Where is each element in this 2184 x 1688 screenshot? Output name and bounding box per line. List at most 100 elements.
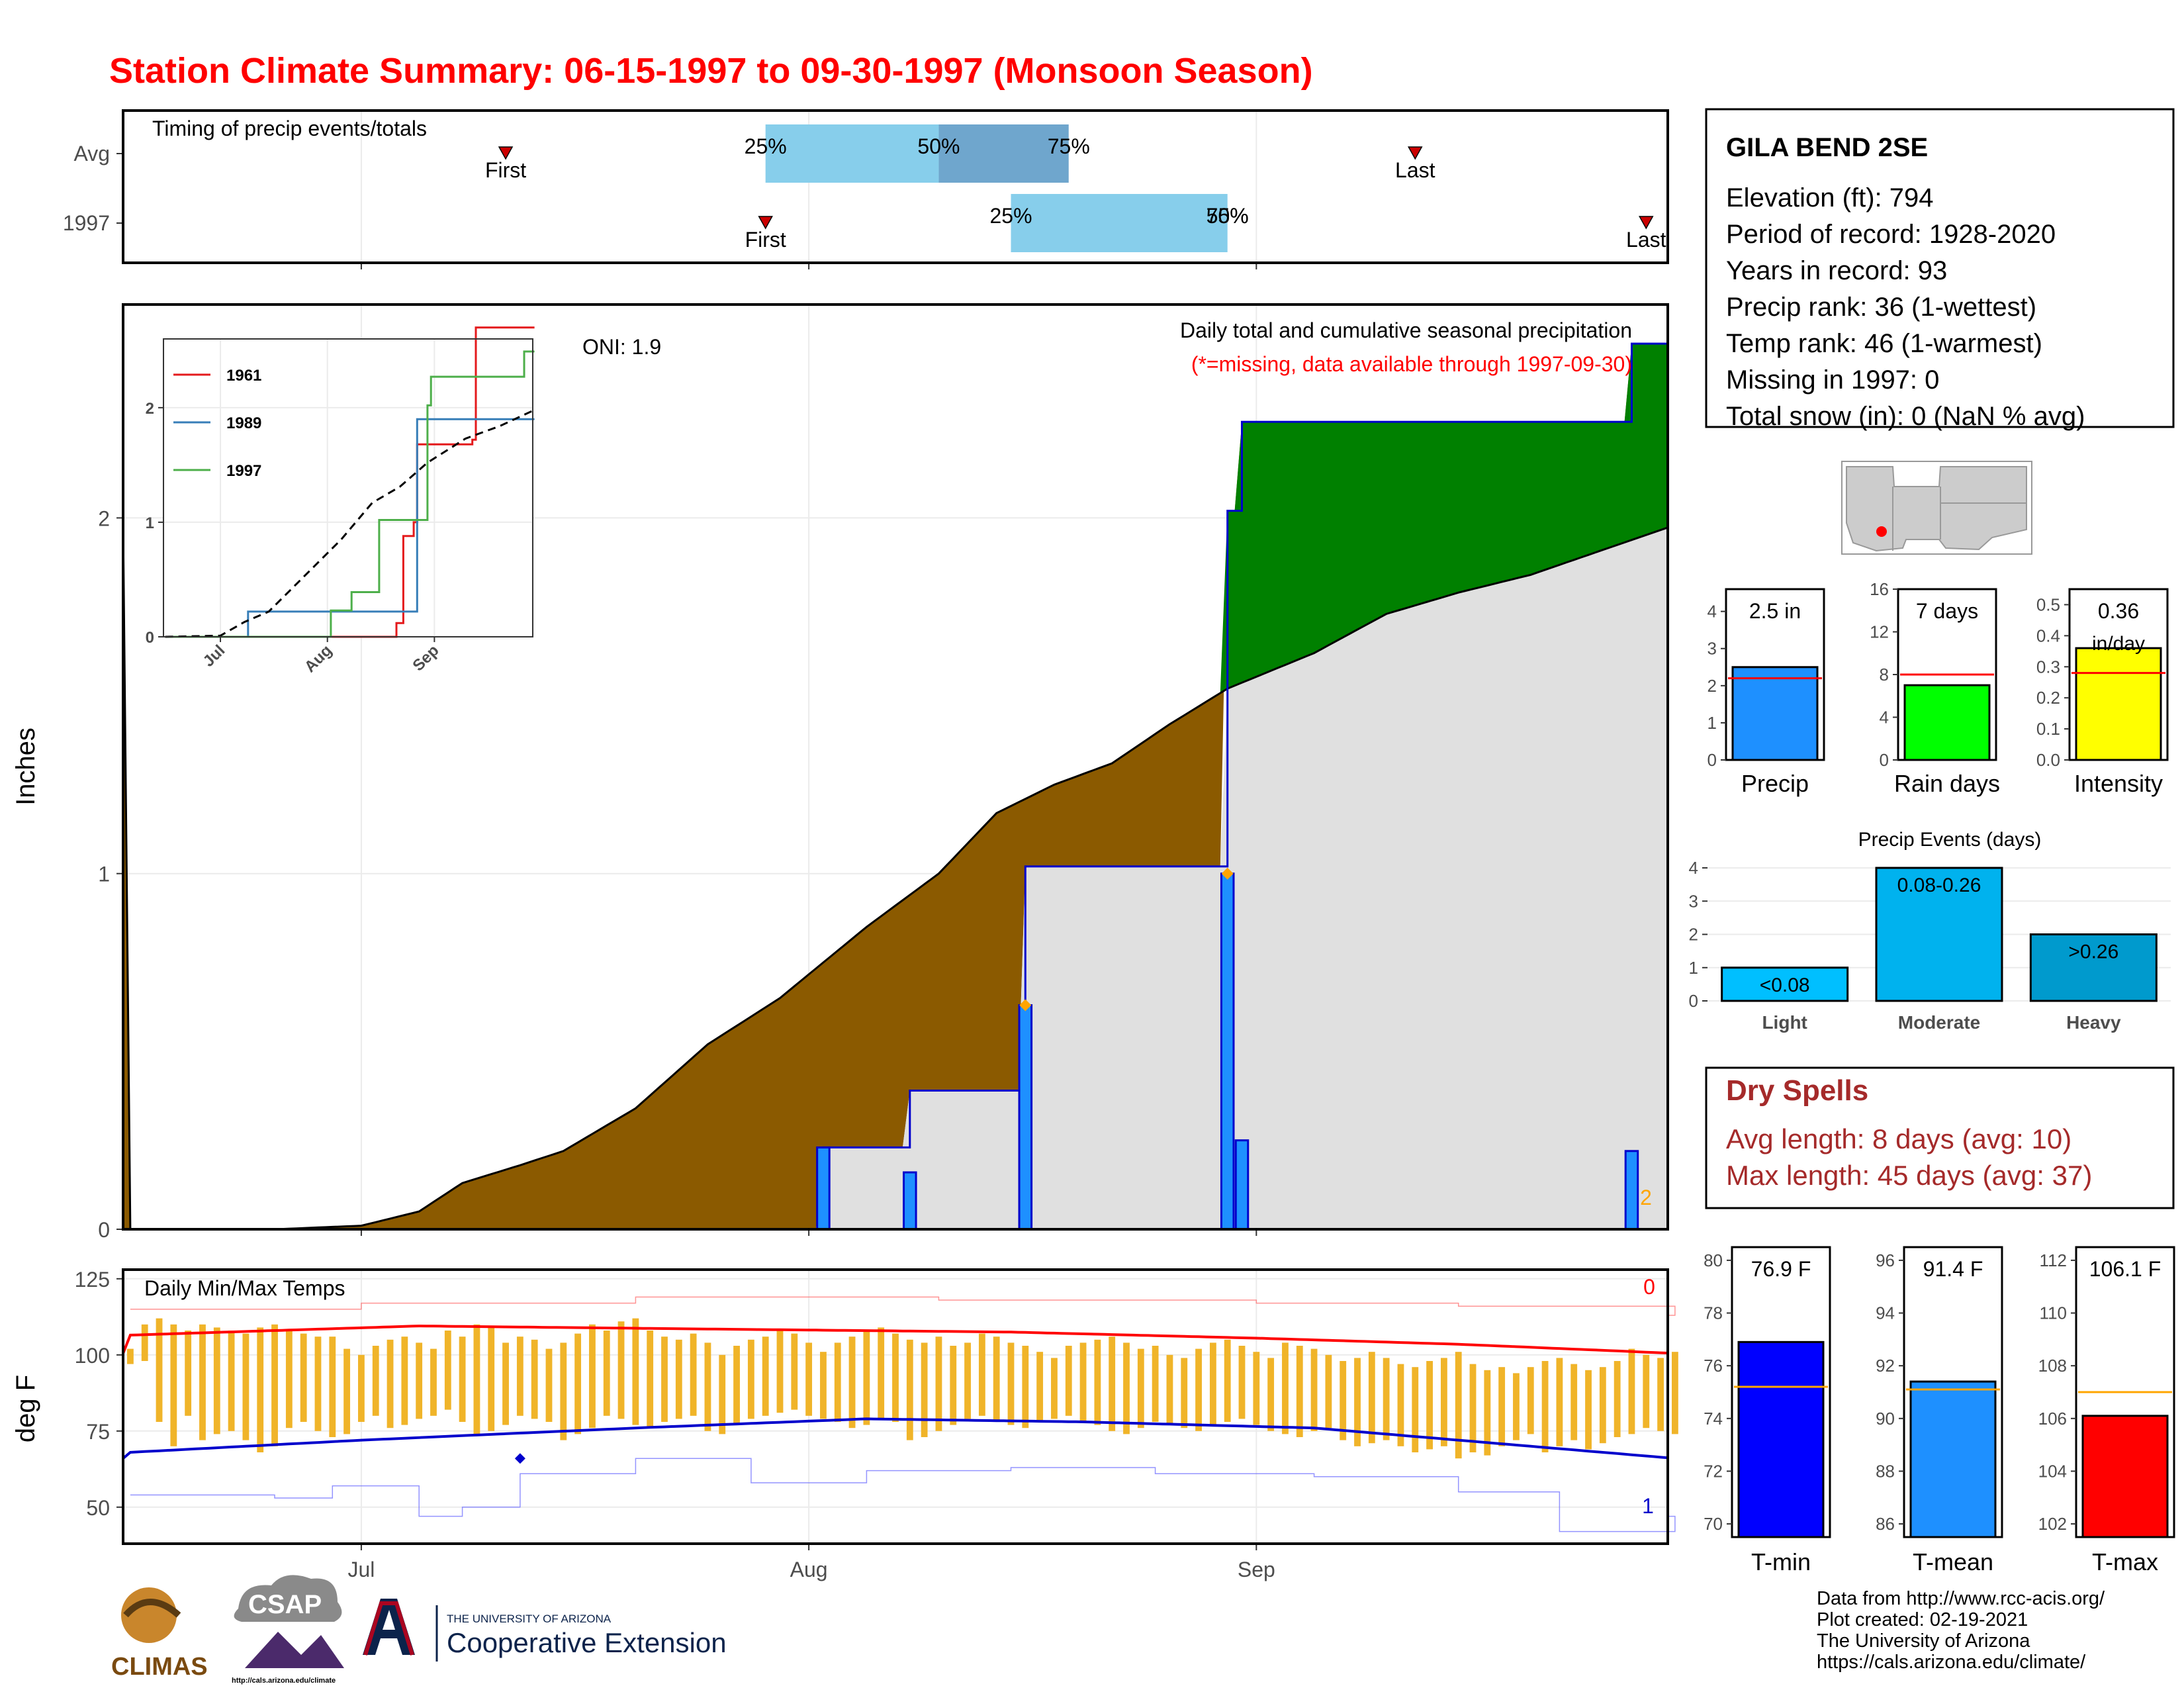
events-ytick-label: 4	[1689, 858, 1698, 878]
temp-daily-range-bar	[964, 1342, 971, 1419]
temps-frame	[122, 1268, 1669, 1545]
precip-total-ytick-label: 8	[1880, 665, 1889, 684]
temp-daily-range-bar	[906, 1339, 913, 1440]
events-bar	[1875, 867, 2003, 1002]
inset-series-line	[165, 326, 535, 638]
temp-daily-range-bar	[141, 1324, 148, 1361]
temp-daily-range-bar	[892, 1333, 899, 1422]
precip-total-ytick-label: 1	[1707, 713, 1717, 733]
temp-daily-range-bar	[1383, 1358, 1390, 1440]
temp-total-panel-label: T-min	[1751, 1548, 1811, 1575]
precip-total-value-label: 0.36	[2098, 599, 2139, 623]
precip-ytick-label: 2	[98, 506, 110, 530]
temp-daily-range-bar	[488, 1327, 495, 1431]
timing-q50-label: 50%	[917, 134, 960, 158]
station-line: Elevation (ft): 794	[1726, 183, 1934, 212]
temp-daily-range-bar	[1541, 1361, 1549, 1452]
temp-daily-range-bar	[1513, 1373, 1520, 1440]
temp-daily-range-bar	[285, 1331, 293, 1429]
timing-first-marker	[498, 146, 514, 160]
inset-legend-label: 1961	[226, 367, 261, 385]
precip-daily-bar	[903, 1171, 917, 1231]
temp-daily-range-bar	[1036, 1352, 1044, 1422]
precip-average-cumulative-line	[122, 525, 1668, 1231]
temp-daily-range-bar	[1267, 1358, 1275, 1431]
station-line: Period of record: 1928-2020	[1726, 220, 2056, 249]
station-line: Missing in 1997: 0	[1726, 365, 1939, 395]
precip-common-area	[123, 527, 1668, 1229]
temp-daily-range-bar	[675, 1339, 682, 1419]
temps-y-axis-label: deg F	[11, 1375, 40, 1442]
temp-daily-range-bar	[387, 1339, 394, 1429]
climas-logo-text: CLIMAS	[111, 1653, 208, 1681]
temp-daily-range-bar	[1166, 1354, 1173, 1425]
precip-total-value-unit: in/day	[2092, 633, 2145, 655]
timing-first-label: First	[485, 158, 526, 182]
precip-total-ytick-label: 16	[1870, 579, 1889, 599]
temps-ytick-label: 125	[75, 1268, 110, 1291]
csap-logo-text: CSAP	[248, 1590, 322, 1619]
precip-marker	[1221, 867, 1234, 880]
temp-daily-range-bar	[647, 1331, 654, 1429]
events-category-label: Heavy	[2066, 1012, 2121, 1033]
precip-total-ytick-label: 12	[1870, 622, 1889, 642]
temp-total-ytick-label: 108	[2038, 1356, 2067, 1376]
temp-daily-range-bar	[1585, 1370, 1592, 1450]
events-category-label: Light	[1762, 1012, 1807, 1033]
temp-daily-range-bar	[1397, 1364, 1404, 1446]
temp-daily-range-bar	[1570, 1364, 1578, 1440]
events-bar-label: >0.26	[2068, 941, 2118, 963]
temp-daily-range-bar	[1469, 1364, 1477, 1452]
temp-daily-range-bar	[978, 1333, 985, 1416]
events-bar-label: <0.08	[1760, 974, 1810, 996]
timing-quantile-bar	[765, 124, 939, 183]
timing-title: Timing of precip events/totals	[152, 117, 427, 140]
temp-daily-range-bar	[834, 1342, 841, 1422]
temp-daily-range-bar	[314, 1336, 322, 1431]
temp-daily-range-bar	[1224, 1339, 1231, 1422]
temps-record-max-count: 0	[1643, 1275, 1655, 1299]
temp-daily-range-bar	[574, 1333, 582, 1434]
timing-row-label: 1997	[63, 211, 110, 235]
dry-spells-title: Dry Spells	[1726, 1074, 1868, 1107]
temp-daily-range-bar	[300, 1333, 307, 1422]
precip-total-ytick-label: 2	[1707, 676, 1717, 696]
temp-daily-range-bar	[271, 1324, 278, 1446]
temp-total-value-bar	[1737, 1340, 1825, 1538]
precip-total-value-label: 7 days	[1916, 599, 1978, 623]
temps-panel: 50 75 100 125 Jul Aug Sep Daily Min/Max Temps 0 1…	[11, 1268, 1678, 1581]
temp-daily-range-bar	[791, 1333, 798, 1410]
timing-last-marker	[1639, 216, 1654, 230]
temp-total-panel-label: T-mean	[1913, 1548, 1993, 1575]
precip-total-value-bar	[1731, 666, 1819, 761]
footer-line: The University of Arizona	[1817, 1630, 2030, 1652]
ua-large-text: Cooperative Extension	[447, 1627, 727, 1658]
temp-daily-range-bar	[1079, 1342, 1087, 1422]
temp-daily-range-bar	[1340, 1361, 1347, 1440]
temp-daily-range-bar	[1137, 1348, 1144, 1429]
temp-daily-range-bar	[1065, 1346, 1072, 1416]
temp-daily-range-bar	[1123, 1342, 1130, 1434]
dry-spells-max: Max length: 45 days (avg: 37)	[1726, 1160, 2092, 1191]
csap-logo: CSAP http://cals.arizona.edu/climate	[232, 1575, 344, 1685]
precip-daily-bar	[1234, 1139, 1250, 1231]
temp-total-ytick-label: 80	[1704, 1250, 1723, 1270]
precip-total-value-bar	[2075, 647, 2162, 761]
record-min-line	[130, 1458, 1676, 1532]
temp-daily-range-bar	[661, 1336, 668, 1422]
timing-last-marker	[1407, 146, 1423, 160]
temp-daily-range-bar	[950, 1346, 957, 1425]
temp-total-ytick-label: 110	[2040, 1303, 2067, 1323]
precip-marker	[1019, 999, 1032, 1011]
temp-total-ytick-label: 74	[1704, 1409, 1723, 1429]
temp-daily-range-bar	[848, 1336, 856, 1429]
precip-total-panel-label: Precip	[1741, 770, 1809, 797]
precip-daily-bar	[1018, 1004, 1033, 1231]
temp-total-ytick-label: 70	[1704, 1514, 1723, 1534]
precip-total-value-bar	[1903, 684, 1991, 761]
temp-daily-range-bar	[560, 1342, 567, 1440]
temp-daily-range-bar	[545, 1348, 553, 1422]
timing-frame	[122, 109, 1669, 264]
temp-daily-range-bar	[820, 1352, 827, 1419]
